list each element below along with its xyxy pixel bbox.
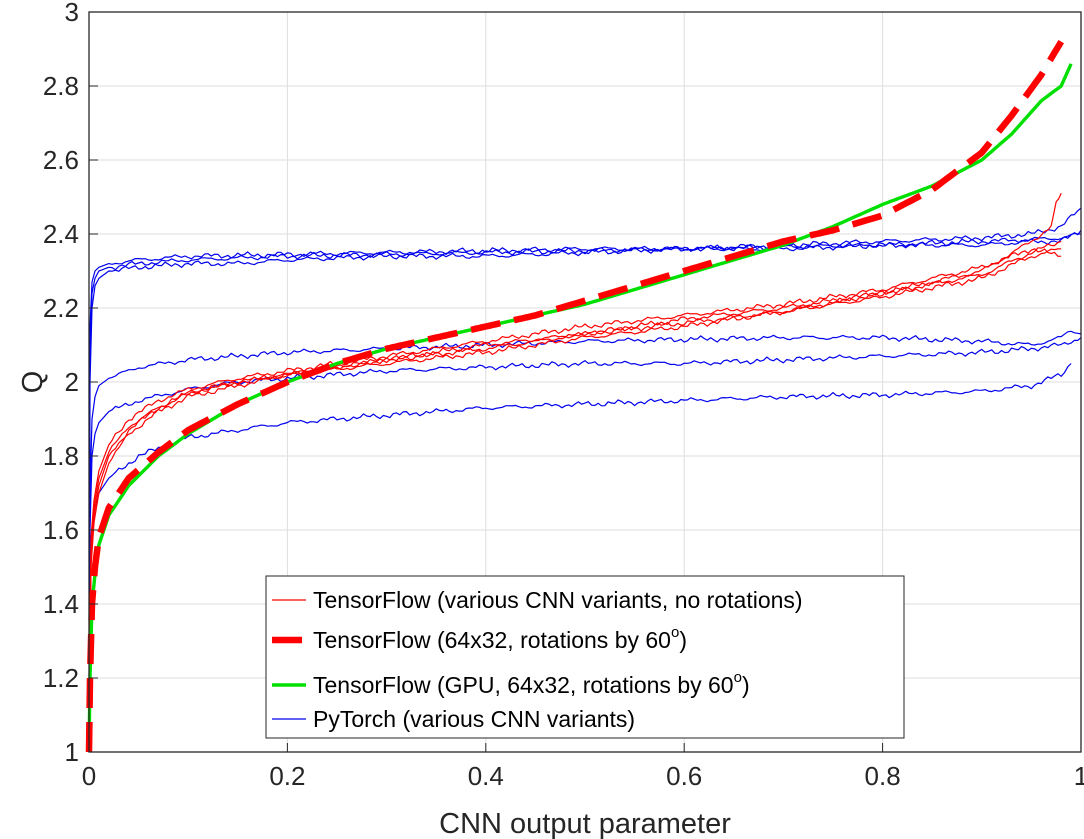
x-axis-title: CNN output parameter [439, 808, 731, 839]
tick-layer: 0 0.2 0.4 0.6 0.8 1 1 1.2 1.4 1.6 1.8 2 2.2 2.4 2.6 2.8… [43, 0, 1084, 791]
legend-entry-text: TensorFlow (various CNN variants, no rot… [313, 587, 803, 613]
series-line-pt [88, 232, 1081, 753]
legend-suffix: ) [679, 627, 687, 653]
series-line-pt [88, 229, 1082, 753]
y-tick-label: 1.2 [43, 663, 79, 693]
legend-label: TensorFlow (64x32, rotations by 60 [313, 627, 671, 653]
legend-suffix: ) [742, 672, 750, 698]
x-tick-label: 1 [1074, 761, 1084, 791]
series-line-tf-var [88, 248, 1062, 753]
y-tick-label: 2 [65, 367, 79, 397]
series-line-tf-var [88, 240, 1062, 753]
legend-superscript: o [671, 624, 679, 641]
y-tick-label: 2.6 [43, 145, 79, 175]
y-tick-label: 2.2 [43, 293, 79, 323]
y-tick-label: 3 [65, 0, 79, 27]
y-tick-label: 1.6 [43, 515, 79, 545]
x-tick-label: 0.8 [865, 761, 901, 791]
series-layer [85, 39, 1082, 753]
series-line-tf-var [88, 248, 1062, 753]
legend-entry-text: PyTorch (various CNN variants) [313, 706, 635, 732]
series-line-tf-rot [85, 39, 1064, 753]
legend-superscript: o [734, 669, 742, 686]
y-axis-title: Q [17, 371, 49, 394]
x-tick-label: 0 [82, 761, 96, 791]
legend-entry-text: TensorFlow (64x32, rotations by 60o) [313, 624, 687, 653]
y-tick-label: 1 [65, 737, 79, 767]
legend-label: TensorFlow (various CNN variants, no rot… [313, 587, 803, 613]
x-tick-label: 0.6 [666, 761, 702, 791]
y-tick-label: 1.8 [43, 441, 79, 471]
legend: TensorFlow (various CNN variants, no rot… [265, 575, 905, 739]
series-line-pt [88, 337, 1082, 753]
legend-entry-text: TensorFlow (GPU, 64x32, rotations by 60o… [313, 669, 750, 698]
legend-label: TensorFlow (GPU, 64x32, rotations by 60 [313, 672, 734, 698]
legend-box [265, 575, 905, 739]
series-line-pt [88, 363, 1072, 753]
y-tick-label: 1.4 [43, 589, 79, 619]
series-line-pt [88, 330, 1082, 753]
series-line-pt [88, 207, 1082, 753]
y-tick-label: 2.4 [43, 219, 79, 249]
legend-label: PyTorch (various CNN variants) [313, 706, 635, 732]
x-tick-label: 0.2 [269, 761, 305, 791]
y-tick-label: 2.8 [43, 71, 79, 101]
x-tick-label: 0.4 [468, 761, 504, 791]
